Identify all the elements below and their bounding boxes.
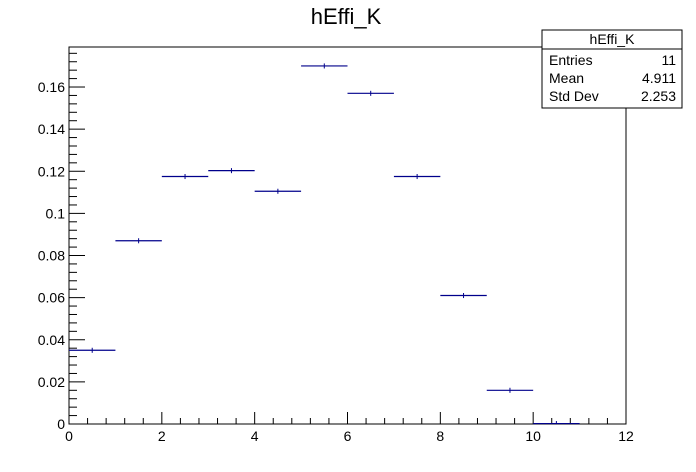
x-tick-label: 8 — [436, 428, 444, 444]
stats-mean-label: Mean — [549, 70, 584, 86]
y-tick-label: 0.02 — [38, 374, 65, 390]
x-tick-label: 4 — [251, 428, 259, 444]
y-tick-label: 0.06 — [38, 290, 65, 306]
stats-entries-label: Entries — [549, 52, 593, 68]
y-tick-label: 0.16 — [38, 79, 65, 95]
x-tick-label: 10 — [525, 428, 541, 444]
x-tick-label: 6 — [344, 428, 352, 444]
histogram-bin — [254, 188, 302, 194]
stats-mean-value: 4.911 — [642, 70, 676, 86]
y-tick-label: 0.14 — [38, 121, 65, 137]
histogram-bin — [347, 90, 394, 96]
histogram-bin — [161, 174, 209, 180]
x-tick-label: 12 — [618, 428, 634, 444]
histogram-bin — [393, 174, 441, 180]
stats-box-frame — [541, 29, 683, 109]
histogram-bin — [69, 347, 116, 353]
histogram-bin — [486, 387, 534, 393]
stats-box-title: hEffi_K — [590, 31, 636, 47]
chart-title: hEffi_K — [311, 4, 382, 29]
x-axis: 0 2 4 6 8 10 12 — [65, 412, 634, 444]
stats-stddev-value: 2.253 — [641, 88, 676, 104]
histogram-bin — [440, 292, 487, 299]
histogram-bins — [69, 63, 580, 425]
histogram-bin — [208, 168, 255, 174]
y-tick-label: 0.1 — [46, 205, 66, 221]
stats-entries-value: 11 — [661, 52, 676, 68]
histogram-bin — [533, 421, 580, 425]
x-tick-label: 2 — [158, 428, 166, 444]
histogram-bin — [115, 238, 162, 244]
y-tick-label: 0.12 — [38, 163, 65, 179]
y-axis: 0 0.02 0.04 0.06 0.08 0.1 0.12 0.14 0.16 — [38, 52, 85, 432]
stats-stddev-label: Std Dev — [549, 88, 599, 104]
x-tick-label: 0 — [65, 428, 73, 444]
y-tick-label: 0.04 — [38, 332, 65, 348]
stats-box: hEffi_K Entries 11 Mean 4.911 Std Dev 2.… — [541, 29, 683, 109]
y-tick-label: 0 — [57, 416, 65, 432]
histogram-bin — [301, 63, 348, 69]
y-tick-label: 0.08 — [38, 248, 65, 264]
